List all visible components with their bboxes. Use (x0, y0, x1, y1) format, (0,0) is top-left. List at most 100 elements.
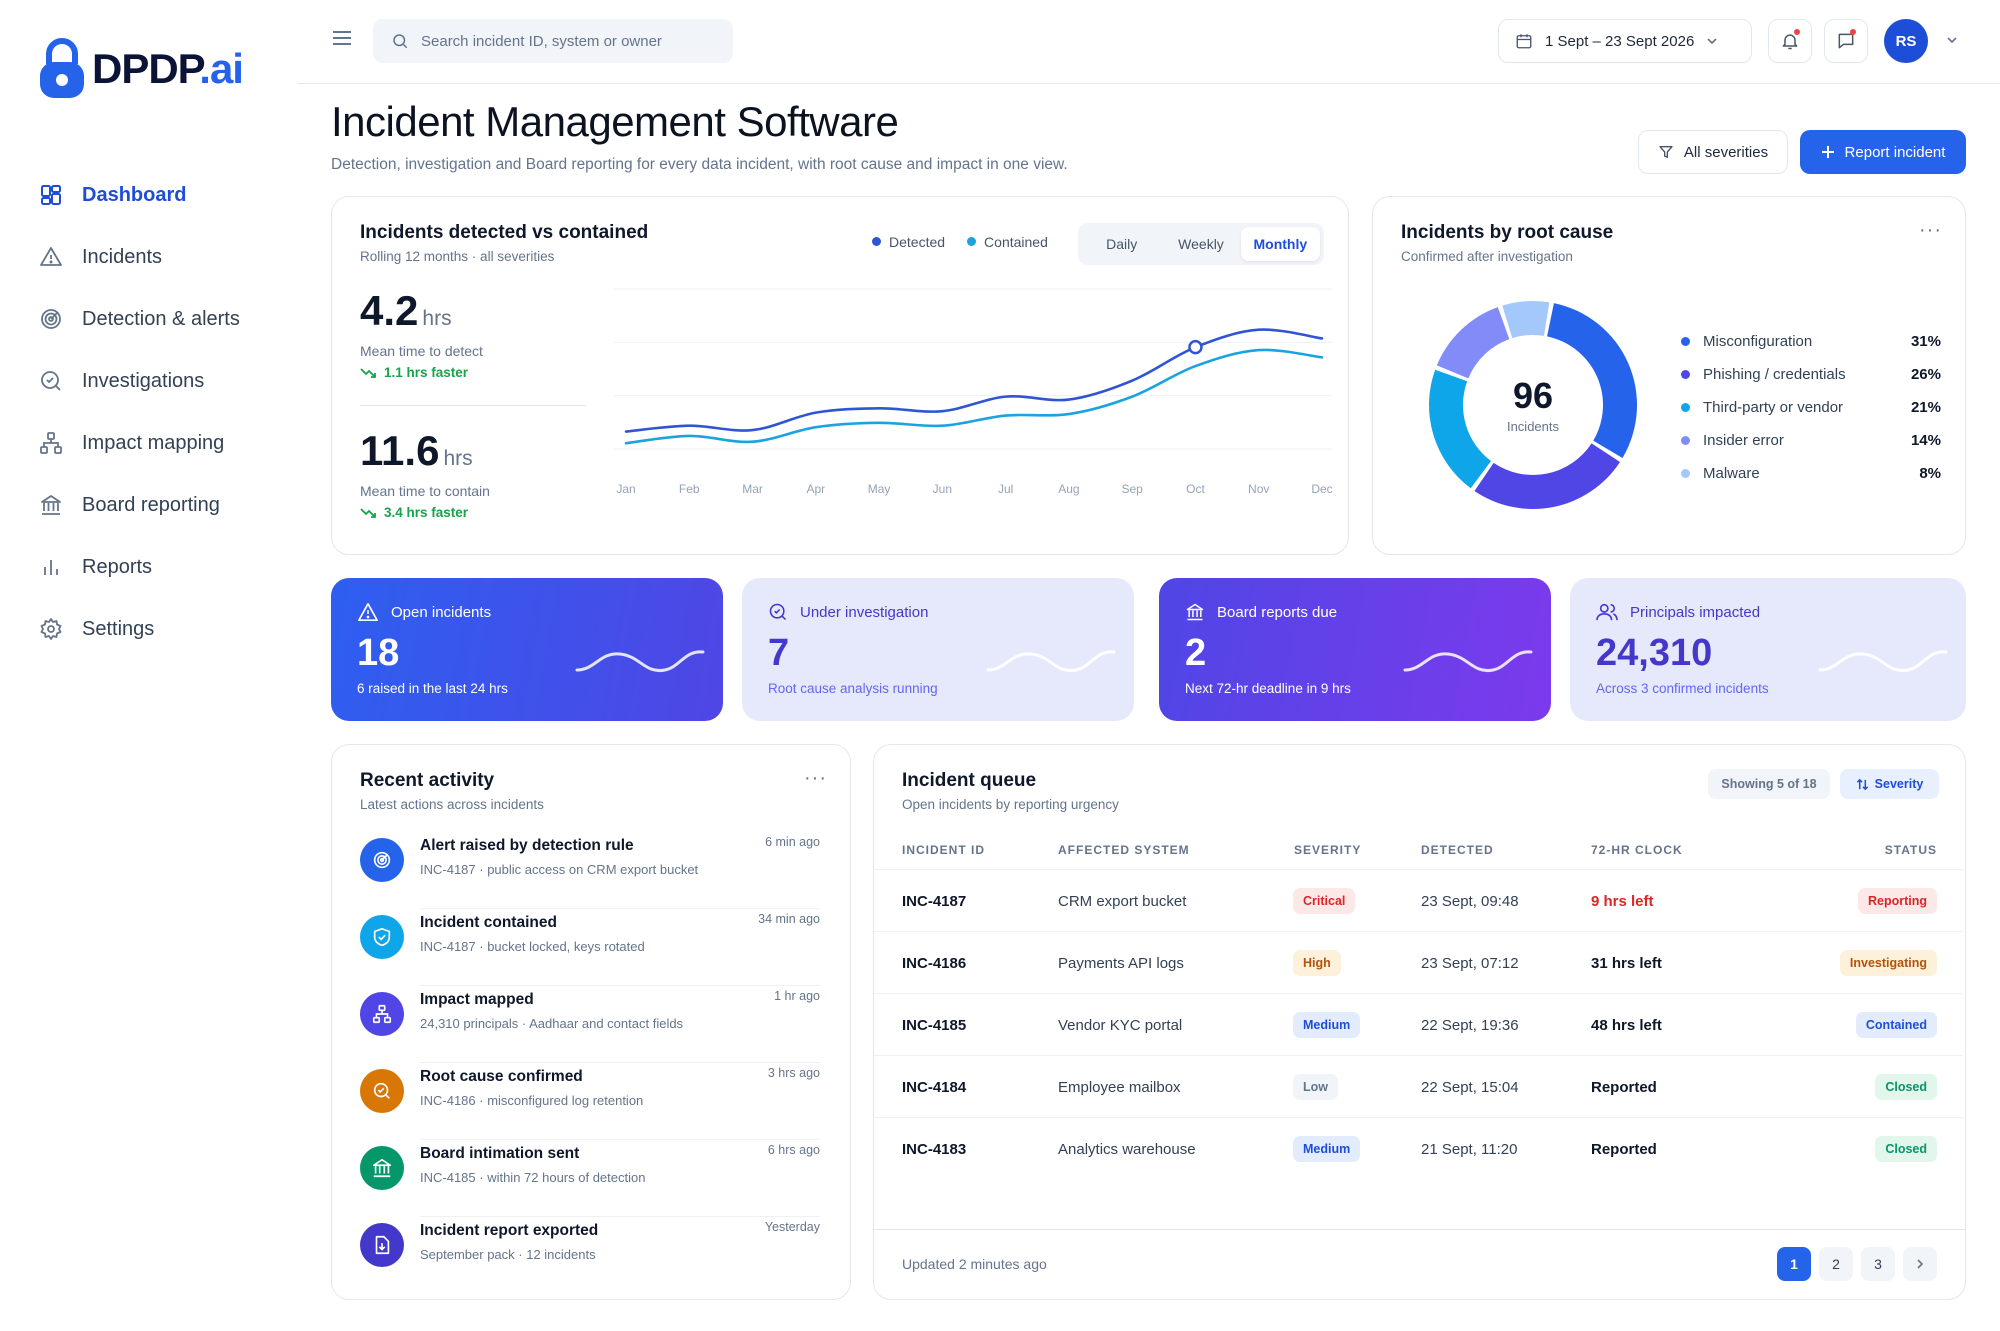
series-line-detected (624, 328, 1324, 433)
sidebar-item-dashboard[interactable]: Dashboard (38, 164, 278, 226)
donut-slice-phishing-credentials[interactable] (1474, 443, 1621, 509)
period-toggle: Daily Weekly Monthly (1078, 223, 1324, 265)
file-download-icon (360, 1223, 404, 1267)
table-row[interactable]: INC-4187 CRM export bucket Critical 23 Sept… (874, 869, 1963, 931)
date-range-picker[interactable]: 1 Sept – 23 Sept 2026 (1498, 19, 1752, 63)
activity-subtitle: Latest actions across incidents (360, 797, 544, 812)
search-check-icon (360, 1069, 404, 1113)
activity-item[interactable]: Board intimation sent INC-4185 · within … (360, 1140, 820, 1217)
incident-id: INC-4185 (902, 1016, 967, 1034)
sidebar-item-label: Dashboard (82, 183, 187, 206)
activity-title: Incident contained (420, 914, 557, 931)
column-header[interactable]: INCIDENT ID (902, 843, 985, 857)
legend-item: Insider error 14% (1681, 424, 1941, 457)
hierarchy-icon (38, 430, 64, 456)
legend-item: Misconfiguration 31% (1681, 325, 1941, 358)
report-incident-button[interactable]: Report incident (1800, 130, 1966, 174)
legend-item: Third-party or vendor 21% (1681, 391, 1941, 424)
activity-item[interactable]: Impact mapped 24,310 principals · Aadhaa… (360, 986, 820, 1063)
bar-chart-icon (38, 554, 64, 580)
series-line-contained (624, 348, 1324, 445)
sidebar-item-investigations[interactable]: Investigations (38, 350, 278, 412)
status-badge: Investigating (1839, 950, 1937, 976)
message-dot (1850, 29, 1856, 35)
table-row[interactable]: INC-4184 Employee mailbox Low 22 Sept, 15:0… (874, 1055, 1963, 1117)
column-header[interactable]: DETECTED (1421, 843, 1494, 857)
column-header[interactable]: 72-HR CLOCK (1591, 843, 1683, 857)
kpi-board-reports-due[interactable]: Board reports due 2 Next 72-hr deadline … (1159, 578, 1551, 721)
donut-total: 96 (1512, 375, 1554, 416)
affected-system: CRM export bucket (1058, 892, 1187, 910)
tab-weekly[interactable]: Weekly (1178, 236, 1224, 252)
bank-icon (38, 492, 64, 518)
search-input[interactable] (421, 32, 711, 50)
sort-severity-button[interactable]: Severity (1840, 769, 1939, 799)
page-button-2[interactable]: 2 (1819, 1247, 1853, 1281)
messages-button[interactable] (1824, 19, 1868, 63)
activity-item[interactable]: Alert raised by detection rule INC-4187 … (360, 832, 820, 909)
table-row[interactable]: INC-4186 Payments API logs High 23 Sept, 07… (874, 931, 1963, 993)
column-header[interactable]: STATUS (1884, 843, 1937, 857)
activity-time: 3 hrs ago (767, 1066, 820, 1080)
sidebar-item-board-reporting[interactable]: Board reporting (38, 474, 278, 536)
tab-monthly[interactable]: Monthly (1240, 227, 1320, 261)
activity-item[interactable]: Incident report exported September pack … (360, 1217, 820, 1294)
highlight-point[interactable] (1188, 339, 1203, 355)
root-cause-donut (1429, 301, 1637, 509)
queue-subtitle: Open incidents by reporting urgency (902, 797, 1119, 812)
sidebar-item-settings[interactable]: Settings (38, 598, 278, 660)
sidebar-item-label: Reports (82, 555, 153, 578)
detected-time: 22 Sept, 19:36 (1421, 1016, 1519, 1034)
kpi-under-investigation[interactable]: Under investigation 7 Root cause analysi… (742, 578, 1134, 721)
donut-slice-misconfiguration[interactable] (1547, 303, 1637, 458)
sparkline (986, 650, 1116, 673)
kpi-label: Board reports due (1185, 602, 1337, 622)
x-tick-label: Feb (679, 482, 700, 496)
column-header[interactable]: SEVERITY (1294, 843, 1362, 857)
affected-system: Analytics warehouse (1058, 1140, 1196, 1158)
donut-slice-malware[interactable] (1502, 301, 1550, 339)
trend-down-icon (360, 367, 376, 379)
notifications-button[interactable] (1768, 19, 1812, 63)
mttc-trend: 3.4 hrs faster (360, 505, 468, 520)
page-button-1[interactable]: 1 (1777, 1247, 1811, 1281)
kpi-open-incidents[interactable]: Open incidents 18 6 raised in the last 2… (331, 578, 723, 721)
search-check-icon (768, 602, 788, 622)
table-row[interactable]: INC-4183 Analytics warehouse Medium 21 Sept… (874, 1117, 1963, 1179)
chevron-down-icon[interactable] (1946, 34, 1958, 46)
column-header[interactable]: AFFECTED SYSTEM (1058, 843, 1190, 857)
brand-logo[interactable]: DPDP.ai (38, 38, 244, 100)
sidebar-item-detection[interactable]: Detection & alerts (38, 288, 278, 350)
activity-item[interactable]: Incident contained INC-4187 · bucket loc… (360, 909, 820, 986)
kpi-value: 7 (768, 632, 790, 674)
kpi-value: 24,310 (1596, 632, 1713, 674)
sidebar-item-reports[interactable]: Reports (38, 536, 278, 598)
severity-badge: High (1293, 950, 1341, 976)
legend-detected: Detected (872, 234, 945, 250)
sidebar-item-impact-mapping[interactable]: Impact mapping (38, 412, 278, 474)
severity-filter-button[interactable]: All severities (1638, 130, 1788, 174)
trend-down-icon (360, 507, 376, 519)
activity-item[interactable]: Root cause confirmed INC-4186 · misconfi… (360, 1063, 820, 1140)
severity-cell: Low (1293, 1056, 1338, 1118)
page-button-3[interactable]: 3 (1861, 1247, 1895, 1281)
clock-remaining: 31 hrs left (1591, 954, 1662, 972)
mttd-trend: 1.1 hrs faster (360, 365, 468, 380)
search-bar[interactable] (373, 19, 733, 63)
incident-id: INC-4184 (902, 1078, 967, 1096)
clock-remaining: Reported (1591, 1140, 1657, 1158)
donut-slice-third-party-or-vendor[interactable] (1429, 369, 1492, 489)
sidebar-item-incidents[interactable]: Incidents (38, 226, 278, 288)
bank-icon (360, 1146, 404, 1190)
brand-name: DPDP.ai (92, 45, 244, 92)
gear-icon (38, 616, 64, 642)
tab-daily[interactable]: Daily (1106, 236, 1138, 252)
more-options-icon[interactable]: ··· (804, 767, 827, 789)
avatar[interactable]: RS (1884, 19, 1928, 63)
table-row[interactable]: INC-4185 Vendor KYC portal Medium 22 Sept, … (874, 993, 1963, 1055)
kpi-principals-impacted[interactable]: Principals impacted 24,310 Across 3 conf… (1570, 578, 1966, 721)
donut-slice-insider-error[interactable] (1436, 307, 1510, 379)
more-options-icon[interactable]: ··· (1919, 219, 1942, 241)
menu-icon[interactable] (332, 30, 352, 46)
next-page-button[interactable] (1903, 1247, 1937, 1281)
